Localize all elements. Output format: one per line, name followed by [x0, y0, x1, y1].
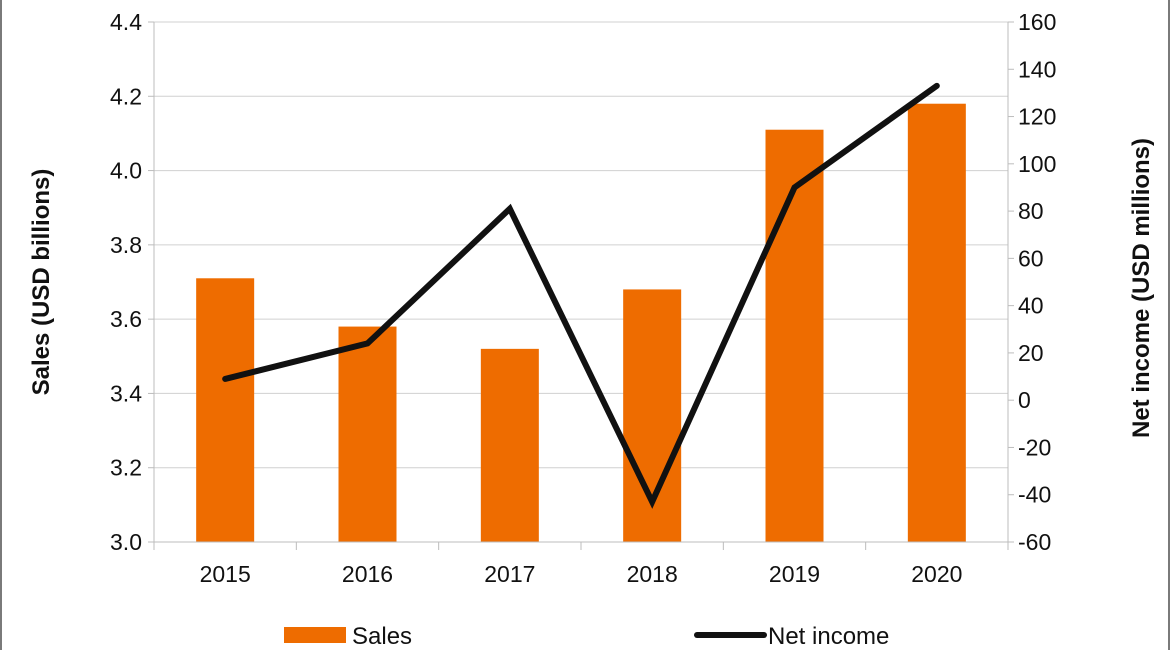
legend-sales-label: Sales — [352, 623, 412, 650]
bar-sales-2020 — [907, 103, 966, 542]
bar-sales-2019 — [765, 129, 824, 542]
right-tick-label: -60 — [1018, 529, 1051, 555]
left-tick-label: 4.4 — [110, 9, 142, 35]
right-tick-label: 80 — [1018, 198, 1044, 224]
gridlines — [154, 21, 1008, 469]
left-tick-label: 3.2 — [110, 455, 142, 481]
axes — [148, 21, 1014, 550]
x-tick-label-2017: 2017 — [484, 561, 535, 587]
right-axis-title: Net income (USD millions) — [1128, 138, 1155, 438]
left-tick-label: 4.2 — [110, 83, 142, 109]
net-income-point-2019 — [793, 186, 796, 189]
right-tick-label: 120 — [1018, 104, 1056, 130]
right-tick-label: 100 — [1018, 151, 1056, 177]
net-income-point-2015 — [224, 377, 227, 380]
net-income-point-2020 — [935, 84, 938, 87]
left-axis-ticks: 3.0 3.2 3.4 3.6 3.8 4.0 4.2 4.4 — [110, 9, 142, 555]
right-tick-label: 60 — [1018, 245, 1044, 271]
x-tick-label-2016: 2016 — [342, 561, 393, 587]
legend-sales-swatch — [284, 627, 346, 643]
right-tick-label: 20 — [1018, 340, 1044, 366]
net-income-line-layer — [222, 82, 940, 509]
bar-sales-2017 — [480, 348, 539, 542]
sales-bars — [196, 103, 966, 542]
left-tick-label: 3.0 — [110, 529, 142, 555]
left-tick-label: 3.8 — [110, 232, 142, 258]
legend: Sales Net income — [284, 623, 889, 650]
net-income-point-2018 — [651, 500, 654, 503]
right-tick-label: 140 — [1018, 56, 1056, 82]
right-tick-label: -40 — [1018, 482, 1051, 508]
x-tick-label-2020: 2020 — [911, 561, 962, 587]
right-tick-label: 0 — [1018, 387, 1031, 413]
left-tick-label: 4.0 — [110, 158, 142, 184]
right-axis-ticks: -60 -40 -20 0 20 40 60 80 100 120 140 160 — [1018, 9, 1056, 555]
left-tick-label: 3.6 — [110, 306, 142, 332]
bar-sales-2015 — [196, 278, 255, 542]
bar-sales-2016 — [338, 326, 397, 542]
net-income-point-2016 — [366, 342, 369, 345]
net-income-point-2017 — [508, 207, 511, 210]
x-tick-label-2015: 2015 — [200, 561, 251, 587]
right-tick-label: 40 — [1018, 293, 1044, 319]
right-tick-label: -20 — [1018, 434, 1051, 460]
right-tick-label: 160 — [1018, 9, 1056, 35]
left-axis-title: Sales (USD billions) — [28, 169, 55, 396]
left-tick-label: 3.4 — [110, 380, 142, 406]
legend-net-income-label: Net income — [768, 623, 889, 650]
x-tick-label-2018: 2018 — [627, 561, 678, 587]
x-tick-label-2019: 2019 — [769, 561, 820, 587]
net-income-line — [222, 82, 940, 509]
x-axis-ticks: 2015 2016 2017 2018 2019 2020 — [200, 561, 963, 587]
